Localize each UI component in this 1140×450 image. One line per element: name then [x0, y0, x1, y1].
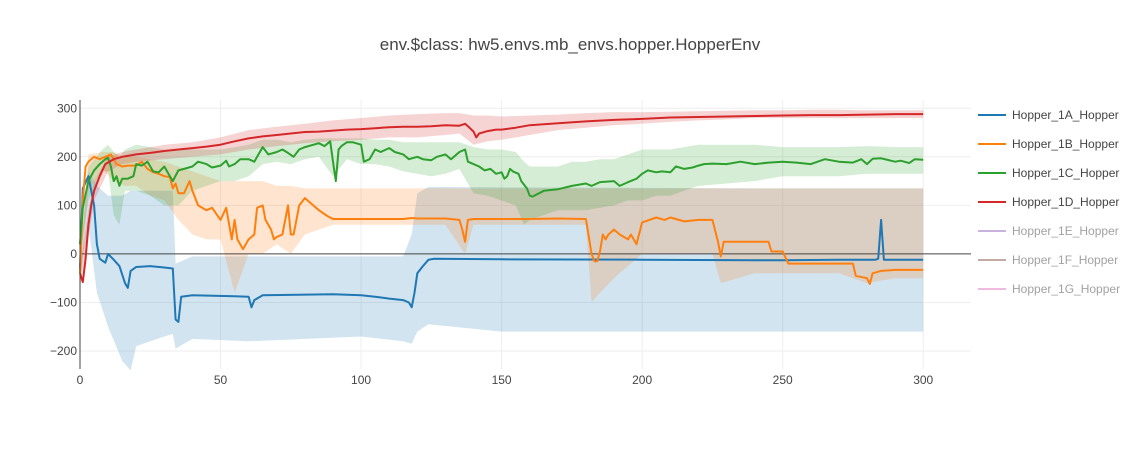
- series-line-hopper-1d-hopper: [79, 113, 924, 284]
- legend-label: Hopper_1C_Hopper: [1012, 166, 1119, 180]
- y-tick-label: −100: [50, 295, 77, 309]
- x-tick-label: 100: [351, 373, 371, 387]
- series-lines: [79, 113, 924, 323]
- band-hopper-1c-hopper: [80, 138, 924, 254]
- series-line-hopper-1c-hopper: [79, 140, 924, 245]
- band-hopper-1b-hopper: [80, 152, 924, 303]
- legend-label: Hopper_1A_Hopper: [1012, 108, 1119, 122]
- y-tick-label: 200: [57, 150, 77, 164]
- legend-label: Hopper_1B_Hopper: [1012, 137, 1119, 151]
- grid: [80, 100, 971, 369]
- legend-item-hopper-1g-hopper[interactable]: Hopper_1G_Hopper: [978, 282, 1120, 296]
- axes: 0 50 100 150 200 250 300 300 200 100 0 −100 −200: [50, 100, 934, 387]
- x-tick-label: 200: [632, 373, 652, 387]
- y-tick-label: −200: [50, 344, 77, 358]
- legend: Hopper_1A_Hopper Hopper_1B_Hopper Hopper_1…: [978, 108, 1120, 296]
- legend-label: Hopper_1G_Hopper: [1012, 282, 1120, 296]
- y-tick-label: 100: [57, 198, 77, 212]
- legend-item-hopper-1a-hopper[interactable]: Hopper_1A_Hopper: [978, 108, 1119, 122]
- legend-label: Hopper_1F_Hopper: [1012, 253, 1118, 267]
- x-tick-label: 250: [773, 373, 793, 387]
- x-tick-label: 50: [214, 373, 228, 387]
- legend-item-hopper-1e-hopper[interactable]: Hopper_1E_Hopper: [978, 224, 1119, 238]
- legend-label: Hopper_1D_Hopper: [1012, 195, 1119, 209]
- chart-title: env.$class: hw5.envs.mb_envs.hopper.Hopp…: [380, 35, 761, 54]
- series-line-hopper-1a-hopper: [79, 175, 924, 323]
- legend-item-hopper-1c-hopper[interactable]: Hopper_1C_Hopper: [978, 166, 1119, 180]
- legend-item-hopper-1d-hopper[interactable]: Hopper_1D_Hopper: [978, 195, 1119, 209]
- x-tick-label: 0: [77, 373, 84, 387]
- y-tick-label: 0: [70, 247, 77, 261]
- y-tick-label: 300: [57, 101, 77, 115]
- legend-label: Hopper_1E_Hopper: [1012, 224, 1119, 238]
- legend-item-hopper-1f-hopper[interactable]: Hopper_1F_Hopper: [978, 253, 1118, 267]
- legend-item-hopper-1b-hopper[interactable]: Hopper_1B_Hopper: [978, 137, 1119, 151]
- x-tick-label: 150: [492, 373, 512, 387]
- series-line-hopper-1b-hopper: [79, 153, 924, 285]
- x-tick-label: 300: [913, 373, 933, 387]
